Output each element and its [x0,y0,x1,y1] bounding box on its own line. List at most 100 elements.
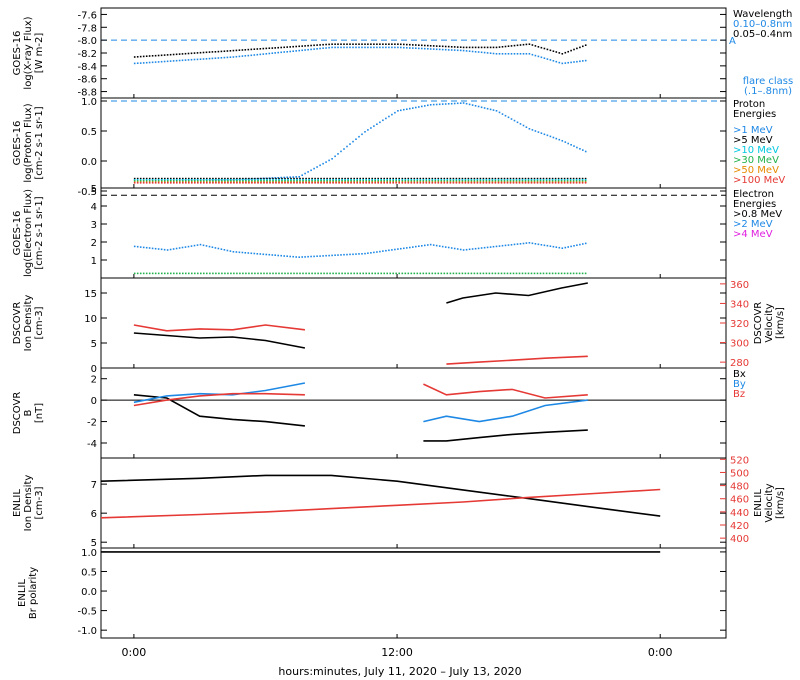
series-point [323,177,325,180]
series-point [361,46,363,49]
series-point [486,46,489,49]
series-point [440,177,443,180]
series-point [518,179,521,181]
series-point [434,179,437,181]
series-point [516,243,519,245]
series-point [199,51,202,54]
series-point [382,119,384,122]
series-point [462,49,465,52]
series-point [200,180,202,182]
series-point [395,272,397,275]
series-point [507,45,510,47]
series-point [316,255,318,257]
series-point [289,255,291,258]
series-point [187,52,190,55]
series-point [452,179,455,181]
series-point [409,246,411,249]
y-axis-label: [W m-2] [34,33,45,74]
series-line [446,355,588,365]
series-point [374,182,376,184]
series-point [542,272,545,275]
series-point [368,177,370,180]
series-point [257,179,259,181]
series-point [251,182,253,184]
series-point [209,182,211,184]
series-point [212,179,214,181]
series-point [253,54,256,56]
series-point [474,46,477,49]
series-point [515,182,518,184]
series-point [182,182,184,184]
series-point [320,182,322,184]
series-point [567,142,569,145]
series-point [437,272,440,275]
series-point [476,180,479,182]
series-point [394,111,396,114]
series-point [254,182,256,184]
series-point [208,51,211,53]
series-point [421,245,423,247]
series-point [425,272,428,275]
flare-class-note: (.1–.8nm) [744,86,792,97]
series-point [136,62,139,64]
series-point [227,177,229,180]
series-point [515,179,518,181]
legend-title: Proton [733,99,765,110]
series-point [437,180,440,182]
series-point [188,179,190,181]
series-point [154,247,157,250]
series-point [299,182,301,184]
series-point [573,145,575,147]
series-point [337,43,339,45]
series-point [275,182,277,184]
series-point [173,177,175,180]
series-point [486,52,489,54]
series-point [395,177,397,180]
series-point [179,180,181,182]
series-point [392,272,394,275]
series-point [305,272,307,275]
series-point [434,180,437,182]
series-point [533,177,536,180]
series-point [498,245,501,247]
series-point [214,51,217,53]
y-axis-label: [cm-2 s-1 sr-1] [34,106,45,179]
series-point [308,272,310,275]
y2-tick-label: 340 [730,299,749,310]
series-point [151,61,154,64]
series-point [265,53,268,55]
series-point [233,179,235,181]
series-point [561,53,564,55]
series-point [364,252,366,255]
series-point [203,179,205,181]
series-point [320,177,322,180]
series-point [272,180,274,182]
series-point [365,177,367,180]
series-point [386,179,388,181]
series-point [347,179,349,181]
series-point [584,272,587,275]
series-point [388,115,390,118]
series-point [173,272,175,275]
series-point [323,180,325,182]
series-point [572,272,575,275]
series-point [269,272,271,275]
series-point [290,182,292,184]
series-point [500,180,503,182]
series-point [133,180,136,182]
series-point [271,254,274,256]
series-point [380,180,382,182]
y-tick-label: -0.5 [77,187,97,198]
series-point [326,180,328,182]
series-point [552,245,555,248]
y-tick-label: 1 [91,256,97,267]
series-point [401,272,404,275]
series-point [263,272,265,275]
series-point [447,103,450,105]
series-point [160,248,163,251]
series-point [479,180,482,182]
series-point [564,141,567,143]
series-point [419,180,422,182]
series-point [172,248,175,250]
